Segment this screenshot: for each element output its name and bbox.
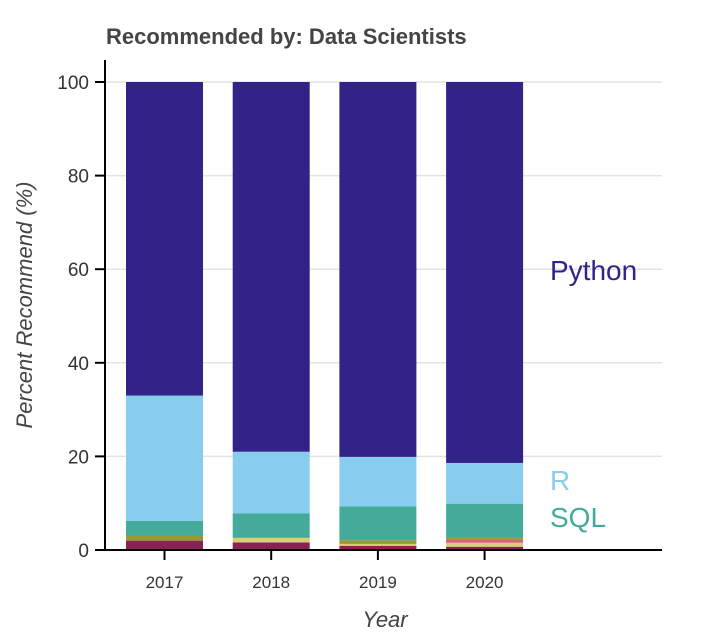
y-tick-label: 20 <box>68 447 89 468</box>
bar-segment <box>126 535 203 541</box>
x-axis-label: Year <box>362 607 409 632</box>
bar-segment-python <box>446 82 524 463</box>
y-tick-label: 60 <box>68 260 89 281</box>
bar-segment-r <box>126 395 203 521</box>
bar-segment <box>446 537 524 540</box>
chart-title: Recommended by: Data Scientists <box>106 24 467 49</box>
bar-segment <box>232 537 310 543</box>
y-axis-label: Percent Recommend (%) <box>12 182 37 429</box>
bar-segment <box>339 543 417 546</box>
bar-segment-python <box>232 82 310 452</box>
bar-segment <box>339 545 417 550</box>
series-label-sql: SQL <box>550 502 606 533</box>
y-tick-label: 80 <box>68 167 89 188</box>
y-tick-label: 40 <box>68 354 89 375</box>
x-tick-label: 2017 <box>146 573 184 592</box>
bar-segment-sql <box>339 506 417 541</box>
x-tick-label: 2018 <box>252 573 290 592</box>
series-label-r: R <box>550 465 570 496</box>
bar-segment <box>232 542 310 550</box>
bar-segment-sql <box>232 513 310 538</box>
bar-segment-r <box>339 456 417 507</box>
bar-segment <box>446 539 524 543</box>
bar-segment <box>446 546 524 550</box>
bar-segment-sql <box>446 503 524 538</box>
y-tick-label: 0 <box>78 541 89 562</box>
bar-segment <box>126 540 203 550</box>
bar-segment-r <box>446 462 524 504</box>
y-tick-label: 100 <box>57 73 89 94</box>
bar-segment <box>339 540 417 544</box>
x-tick-label: 2020 <box>466 573 504 592</box>
x-tick-label: 2019 <box>359 573 397 592</box>
bar-segment-python <box>339 82 417 457</box>
bar-segment-sql <box>126 520 203 536</box>
bar-segment-r <box>232 451 310 514</box>
bar-segment <box>446 542 524 547</box>
bar-segment-python <box>126 82 203 396</box>
series-label-python: Python <box>550 255 637 286</box>
